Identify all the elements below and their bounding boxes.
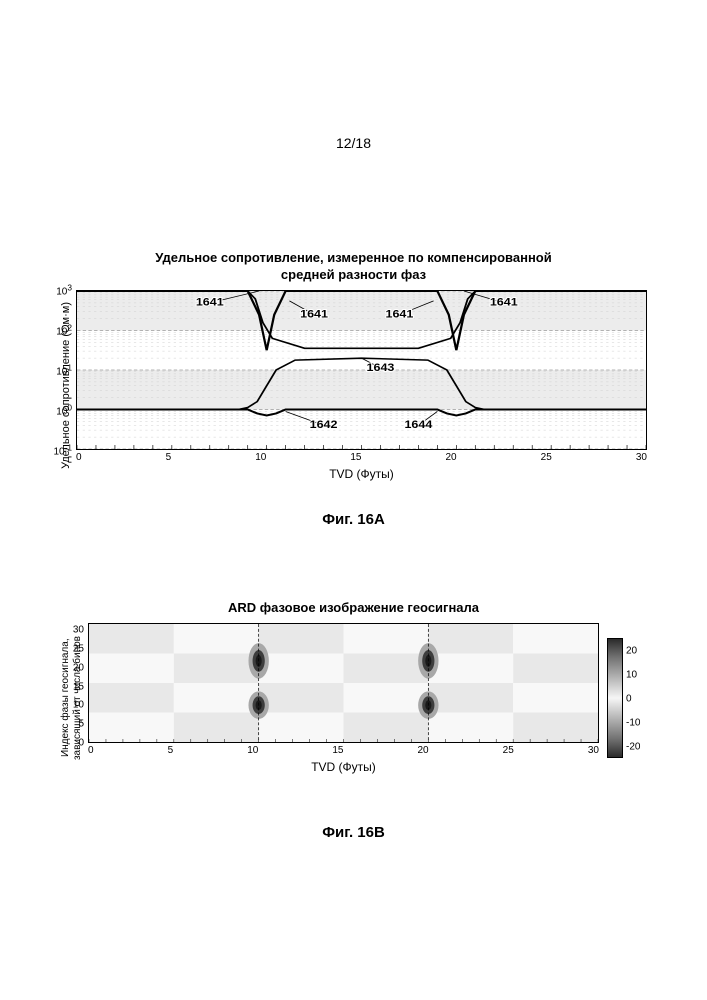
svg-text:1641: 1641 <box>196 296 224 308</box>
fig16b-xtick: 0 <box>88 745 94 756</box>
fig16b-ytick: 10 <box>50 700 84 711</box>
fig16b-xtick: 25 <box>503 745 514 756</box>
svg-text:1643: 1643 <box>367 361 395 373</box>
colorbar-tick: -20 <box>626 742 640 753</box>
colorbar-tick: 10 <box>626 670 637 681</box>
fig16b-xtick: 30 <box>588 745 599 756</box>
colorbar-tick: -10 <box>626 718 640 729</box>
fig16a-xtick: 25 <box>541 452 552 463</box>
svg-text:1644: 1644 <box>404 419 432 431</box>
fig16a-xticks: 0 5 10 15 20 25 30 <box>76 452 647 463</box>
figure-16a: Удельное сопротивление, измеренное по ко… <box>60 250 647 528</box>
fig16b-ytick: 5 <box>50 719 84 730</box>
fig16a-plot: 1641 1641 1641 1641 1643 1642 1644 <box>76 290 647 450</box>
fig16b-ytick: 30 <box>50 625 84 636</box>
fig16b-plot <box>88 623 599 743</box>
fig16a-xlabel: TVD (Футы) <box>76 467 647 481</box>
fig16b-title: ARD фазовое изображение геосигнала <box>60 600 647 617</box>
svg-text:1641: 1641 <box>490 296 518 308</box>
svg-text:1641: 1641 <box>300 308 328 320</box>
fig16b-caption: Фиг. 16В <box>60 824 647 841</box>
fig16a-caption: Фиг. 16А <box>60 511 647 528</box>
fig16a-svg: 1641 1641 1641 1641 1643 1642 1644 <box>77 291 646 449</box>
fig16b-xlabel: TVD (Футы) <box>88 760 599 774</box>
fig16a-ytick: 103 <box>38 282 72 297</box>
fig16a-ytick: 100 <box>38 402 72 417</box>
colorbar-tick: 0 <box>626 694 632 705</box>
colorbar-tick: 20 <box>626 646 637 657</box>
fig16b-colorbar: 20 10 0 -10 -20 <box>607 638 647 758</box>
fig16b-xticks: 0 5 10 15 20 25 30 <box>88 745 599 756</box>
fig16a-xtick: 15 <box>350 452 361 463</box>
fig16b-ytick: 25 <box>50 644 84 655</box>
fig16b-ytick: 20 <box>50 662 84 673</box>
fig16a-xtick: 0 <box>76 452 82 463</box>
fig16a-ytick: 102 <box>38 322 72 337</box>
fig16a-ytick: 101 <box>38 362 72 377</box>
figure-16b: ARD фазовое изображение геосигнала Индек… <box>60 600 647 841</box>
colorbar-gradient: 20100-10-20 <box>607 638 623 758</box>
fig16a-title: Удельное сопротивление, измеренное по ко… <box>60 250 647 284</box>
fig16a-xtick: 30 <box>636 452 647 463</box>
svg-text:1642: 1642 <box>310 419 338 431</box>
fig16a-title-line2: средней разности фаз <box>281 267 426 282</box>
fig16b-xtick: 10 <box>247 745 258 756</box>
fig16a-xtick: 10 <box>255 452 266 463</box>
page-number: 12/18 <box>0 135 707 151</box>
fig16b-xtick: 5 <box>168 745 174 756</box>
fig16a-xtick: 5 <box>166 452 172 463</box>
fig16a-ytick: 10-1 <box>38 442 72 457</box>
svg-text:1641: 1641 <box>386 308 414 320</box>
fig16b-svg <box>89 624 598 742</box>
fig16b-xtick: 20 <box>418 745 429 756</box>
fig16b-ytick: 15 <box>50 681 84 692</box>
fig16a-title-line1: Удельное сопротивление, измеренное по ко… <box>155 250 552 265</box>
fig16b-ytick: 0 <box>50 737 84 748</box>
fig16a-xtick: 20 <box>446 452 457 463</box>
fig16b-xtick: 15 <box>332 745 343 756</box>
